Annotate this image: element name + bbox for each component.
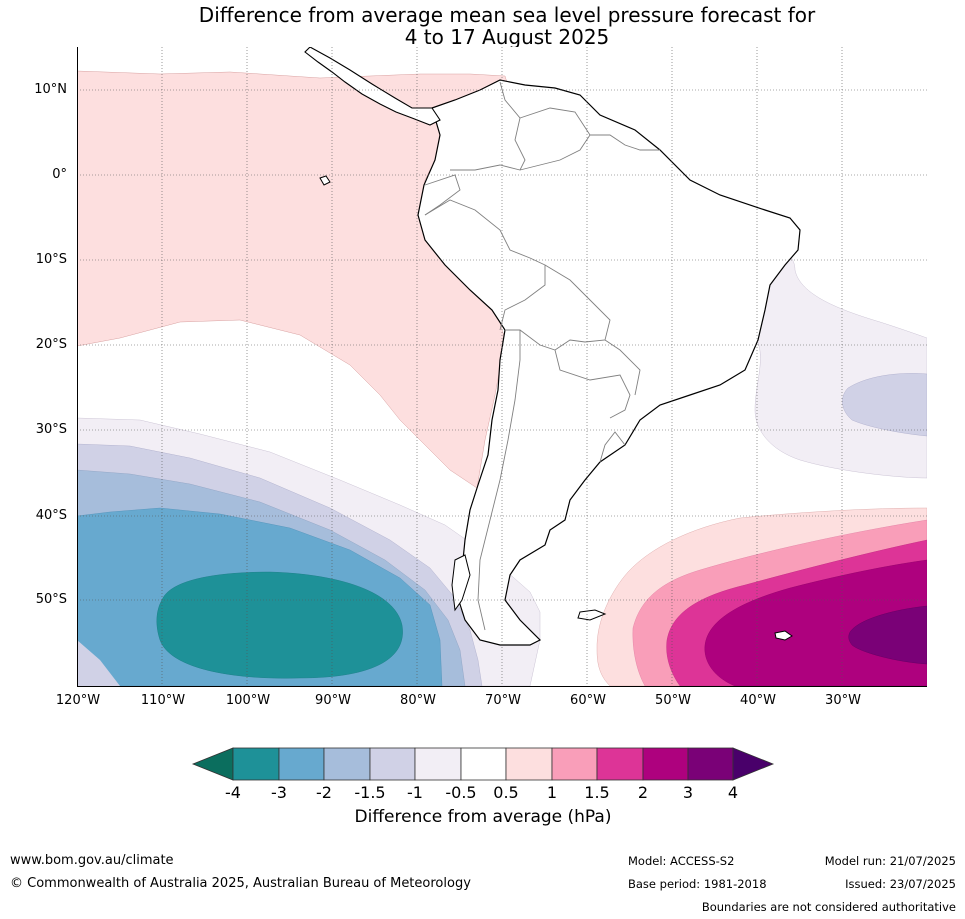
atlantic-anomaly-minus-1-east <box>842 373 927 437</box>
colorbar-tick: 2 <box>637 783 649 802</box>
colorbar-segment-plus-1.5 <box>596 747 644 781</box>
lon-label-60w: 60°W <box>570 693 606 708</box>
colorbar-label: Difference from average (hPa) <box>354 807 612 827</box>
southeast-pacific-anomaly-edge <box>77 640 120 686</box>
disclaimer-text: Boundaries are not considered authoritat… <box>701 900 956 914</box>
colorbar-tick: 1.5 <box>584 783 610 802</box>
website-link[interactable]: www.bom.gov.au/climate <box>10 853 174 868</box>
graticule <box>77 47 927 686</box>
lon-label-90w: 90°W <box>315 693 351 708</box>
issued-text: Issued: 23/07/2025 <box>845 877 956 891</box>
lon-label-80w: 80°W <box>400 693 436 708</box>
colorbar-tick: -1 <box>407 783 423 802</box>
title-line-1: Difference from average mean sea level p… <box>198 3 816 27</box>
lon-label-30w: 30°W <box>825 693 861 708</box>
colorbar-tick: -0.5 <box>445 783 477 802</box>
colorbar-segment-plus-2 <box>642 747 689 781</box>
lon-label-110w: 110°W <box>140 693 186 708</box>
colorbar-segment-minus-1.5 <box>369 747 416 781</box>
colorbar-tick: -3 <box>271 783 287 802</box>
south-atlantic-anomaly-plus-3 <box>848 605 927 665</box>
model-run-text: Model run: 21/07/2025 <box>824 854 956 868</box>
colorbar-tick: -1.5 <box>354 783 386 802</box>
lat-label-40s: 40°S <box>35 508 67 523</box>
colorbar-segment-minus-1 <box>414 747 462 781</box>
south-america-land <box>417 79 801 646</box>
islands <box>319 175 793 641</box>
colorbar-segment-plus-1 <box>551 747 598 781</box>
model-text: Model: ACCESS-S2 <box>628 854 735 868</box>
lat-label-30s: 30°S <box>35 422 67 437</box>
lat-label-10s: 10°S <box>35 252 67 267</box>
colorbar <box>191 747 775 781</box>
base-period-text: Base period: 1981-2018 <box>628 877 767 891</box>
lon-label-100w: 100°W <box>225 693 271 708</box>
copyright-text: © Commonwealth of Australia 2025, Austra… <box>10 876 471 891</box>
colorbar-segment-above-4 <box>732 747 775 781</box>
colorbar-tick: -4 <box>225 783 241 802</box>
central-america-land <box>304 47 441 126</box>
colorbar-segment-neutral <box>460 747 507 781</box>
map-area <box>77 47 927 686</box>
colorbar-tick: 3 <box>682 783 694 802</box>
colorbar-segment-minus-4 <box>232 747 280 781</box>
country-borders <box>424 81 660 631</box>
lat-label-10n: 10°N <box>34 82 67 97</box>
south-atlantic-anomaly-plus-2 <box>704 559 927 686</box>
lon-label-120w: 120°W <box>55 693 101 708</box>
colorbar-tick: -2 <box>316 783 332 802</box>
colorbar-segment-below-minus-4 <box>191 747 234 781</box>
lon-label-40w: 40°W <box>740 693 776 708</box>
southeast-pacific-anomaly-minus-3 <box>156 571 403 679</box>
lon-label-70w: 70°W <box>485 693 521 708</box>
colorbar-tick: 0.5 <box>493 783 519 802</box>
lat-label-50s: 50°S <box>35 592 67 607</box>
colorbar-segment-minus-3 <box>278 747 325 781</box>
colorbar-tick: 1 <box>546 783 558 802</box>
lat-label-0: 0° <box>52 167 67 182</box>
colorbar-tick: 4 <box>727 783 739 802</box>
colorbar-segment-plus-3 <box>687 747 734 781</box>
lon-label-50w: 50°W <box>655 693 691 708</box>
map-title: Difference from average mean sea level p… <box>0 4 965 48</box>
lat-label-20s: 20°S <box>35 337 67 352</box>
title-line-2: 4 to 17 August 2025 <box>404 25 610 49</box>
colorbar-segment-plus-0.5 <box>505 747 553 781</box>
colorbar-segment-minus-2 <box>323 747 371 781</box>
